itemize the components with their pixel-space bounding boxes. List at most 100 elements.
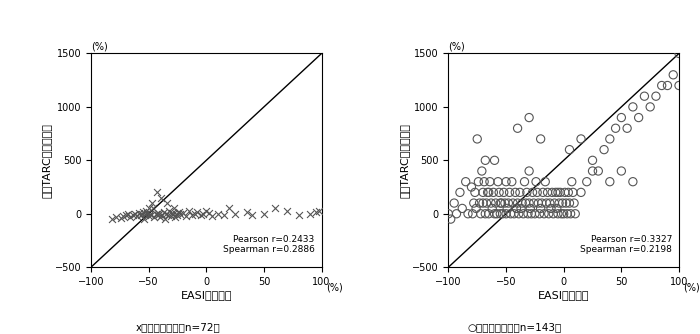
Point	[489, 211, 500, 216]
Point	[534, 211, 545, 216]
Point	[504, 190, 515, 195]
Point	[132, 213, 143, 218]
Point	[587, 168, 598, 174]
Point	[500, 179, 512, 184]
Point	[466, 184, 477, 190]
Point	[475, 211, 486, 216]
Point	[106, 216, 118, 222]
Point	[473, 179, 484, 184]
Point	[149, 214, 160, 220]
Point	[535, 206, 546, 211]
Point	[451, 211, 462, 216]
Point	[510, 190, 521, 195]
Point	[151, 190, 162, 195]
Point	[564, 200, 575, 206]
Point	[581, 179, 592, 184]
Point	[160, 211, 172, 216]
Point	[673, 51, 685, 56]
Point	[499, 200, 510, 206]
Point	[146, 200, 158, 206]
Point	[535, 136, 546, 142]
Point	[153, 212, 164, 217]
Text: Pearson r=0.2433
Spearman r=0.2886: Pearson r=0.2433 Spearman r=0.2886	[223, 235, 315, 255]
Point	[508, 211, 519, 216]
Point	[639, 94, 650, 99]
Point	[531, 190, 542, 195]
Point	[627, 104, 638, 110]
Point	[505, 211, 517, 216]
Text: (%): (%)	[326, 282, 343, 292]
Point	[483, 211, 494, 216]
Point	[171, 211, 182, 216]
Point	[554, 190, 566, 195]
Point	[155, 214, 166, 220]
Point	[230, 211, 241, 216]
Point	[512, 126, 523, 131]
Point	[604, 179, 615, 184]
Point	[165, 213, 176, 218]
Point	[116, 215, 127, 221]
Point	[169, 214, 181, 220]
Point	[512, 200, 523, 206]
Point	[495, 211, 506, 216]
Point	[547, 211, 559, 216]
Point	[491, 211, 503, 216]
Point	[189, 211, 200, 216]
Point	[545, 200, 556, 206]
Point	[517, 200, 528, 206]
Point	[476, 168, 487, 174]
Point	[650, 94, 662, 99]
Point	[118, 213, 129, 218]
Point	[633, 115, 644, 120]
Point	[561, 200, 572, 206]
Point	[656, 83, 667, 88]
Point	[169, 206, 180, 211]
Point	[472, 136, 483, 142]
Point	[445, 216, 456, 222]
Point	[616, 115, 627, 120]
Point	[543, 211, 554, 216]
Point	[150, 211, 161, 216]
Point	[542, 190, 553, 195]
Point	[568, 200, 580, 206]
Point	[511, 206, 522, 211]
Point	[598, 147, 610, 152]
Point	[525, 206, 536, 211]
Point	[503, 200, 514, 206]
Point	[467, 211, 478, 216]
Point	[498, 190, 510, 195]
Point	[531, 179, 542, 184]
Point	[668, 72, 679, 77]
Y-axis label: 血清TARC値の変化率: 血清TARC値の変化率	[42, 123, 52, 198]
Point	[489, 158, 500, 163]
Point	[552, 211, 564, 216]
Point	[144, 211, 155, 216]
Point	[529, 211, 540, 216]
Text: x：プラセボ群（n=72）: x：プラセボ群（n=72）	[136, 322, 221, 332]
Point	[187, 212, 198, 217]
Point	[627, 179, 638, 184]
Point	[484, 179, 496, 184]
Point	[293, 212, 304, 217]
Point	[477, 200, 489, 206]
Point	[474, 200, 485, 206]
Point	[178, 210, 189, 215]
Point	[139, 216, 150, 222]
Point	[449, 200, 460, 206]
Point	[673, 83, 685, 88]
Point	[127, 212, 138, 217]
Point	[180, 213, 191, 218]
Point	[469, 190, 480, 195]
Point	[500, 211, 512, 216]
Point	[486, 206, 498, 211]
Point	[212, 211, 223, 216]
Point	[514, 190, 526, 195]
Point	[241, 209, 252, 214]
Point	[470, 206, 482, 211]
Point	[164, 208, 175, 213]
Point	[492, 179, 503, 184]
Point	[141, 208, 152, 213]
Point	[172, 212, 183, 217]
Point	[480, 158, 491, 163]
Point	[520, 200, 531, 206]
